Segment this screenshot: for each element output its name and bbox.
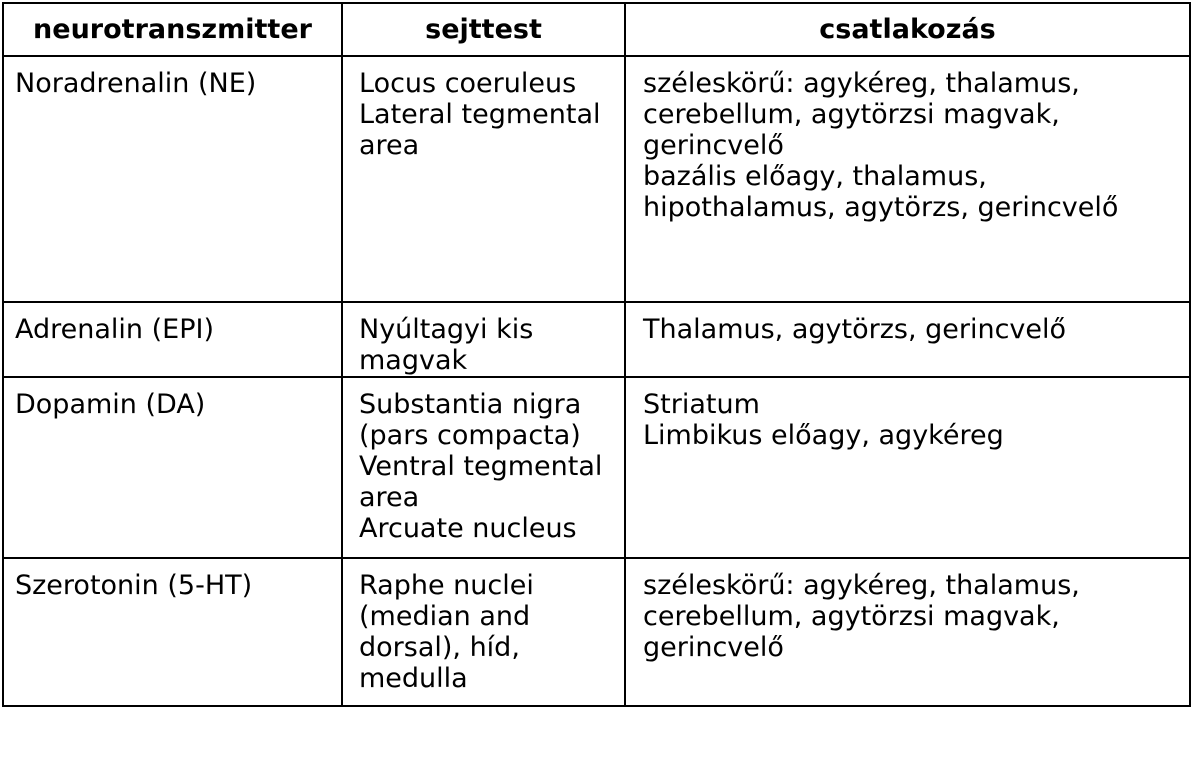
header-row: neurotranszmitter sejttest csatlakozás [2,2,1191,57]
sejttest-line: area [359,482,420,513]
cell-neurotransmitter: Szerotonin (5-HT) [2,557,343,707]
neurotransmitter-name: Noradrenalin (NE) [15,68,257,99]
header-neurotransmitter: neurotranszmitter [2,2,343,57]
table-row: Adrenalin (EPI) Nyúltagyi kis magvak Tha… [2,301,1191,378]
cell-sejttest: Locus coeruleus Lateral tegmental area [341,55,626,303]
cell-neurotransmitter: Noradrenalin (NE) [2,55,343,303]
cell-neurotransmitter: Adrenalin (EPI) [2,301,343,378]
sejttest-line: Ventral tegmental [359,451,603,482]
neurotransmitter-table: neurotranszmitter sejttest csatlakozás N… [2,2,1191,707]
table-row: Noradrenalin (NE) Locus coeruleus Latera… [2,55,1191,303]
sejttest-line: Substantia nigra [359,389,582,420]
cell-sejttest: Nyúltagyi kis magvak [341,301,626,378]
cell-sejttest: Substantia nigra (pars compacta) Ventral… [341,376,626,559]
table-row: Szerotonin (5-HT) Raphe nuclei (median a… [2,557,1191,707]
cell-csatlakozas: Thalamus, agytörzs, gerincvelő [624,301,1191,378]
cell-csatlakozas: széleskörű: agykéreg, thalamus, cerebell… [624,55,1191,303]
cell-neurotransmitter: Dopamin (DA) [2,376,343,559]
csatlakozas-line: gerincvelő [643,130,784,161]
cell-csatlakozas: Striatum Limbikus előagy, agykéreg [624,376,1191,559]
sejttest-line: dorsal), híd, [359,632,520,663]
table-row: Dopamin (DA) Substantia nigra (pars comp… [2,376,1191,559]
neurotransmitter-name: Adrenalin (EPI) [15,314,214,345]
sejttest-line: medulla [359,663,468,694]
csatlakozas-line: hipothalamus, agytörzs, gerincvelő [643,192,1119,223]
csatlakozas-line: cerebellum, agytörzsi magvak, [643,99,1060,130]
sejttest-line: area [359,130,420,161]
csatlakozas-line: Limbikus előagy, agykéreg [643,420,1004,451]
cell-csatlakozas: széleskörű: agykéreg, thalamus, cerebell… [624,557,1191,707]
cell-sejttest: Raphe nuclei (median and dorsal), híd, m… [341,557,626,707]
sejttest-line: Locus coeruleus [359,68,577,99]
neurotransmitter-name: Dopamin (DA) [15,389,206,420]
csatlakozas-line: széleskörű: agykéreg, thalamus, [643,570,1080,601]
csatlakozas-line: bazális előagy, thalamus, [643,161,987,192]
neurotransmitter-name: Szerotonin (5-HT) [15,570,253,601]
sejttest-line: magvak [359,345,468,376]
sejttest-line: Lateral tegmental [359,99,601,130]
header-csatlakozas: csatlakozás [624,2,1191,57]
csatlakozas-line: gerincvelő [643,632,784,663]
header-sejttest: sejttest [341,2,626,57]
sejttest-line: Raphe nuclei [359,570,534,601]
sejttest-line: Arcuate nucleus [359,513,577,544]
sejttest-line: Nyúltagyi kis [359,314,534,345]
csatlakozas-line: cerebellum, agytörzsi magvak, [643,601,1060,632]
sejttest-line: (median and [359,601,531,632]
csatlakozas-line: széleskörű: agykéreg, thalamus, [643,68,1080,99]
csatlakozas-line: Striatum [643,389,760,420]
csatlakozas-line: Thalamus, agytörzs, gerincvelő [643,314,1067,345]
sejttest-line: (pars compacta) [359,420,581,451]
